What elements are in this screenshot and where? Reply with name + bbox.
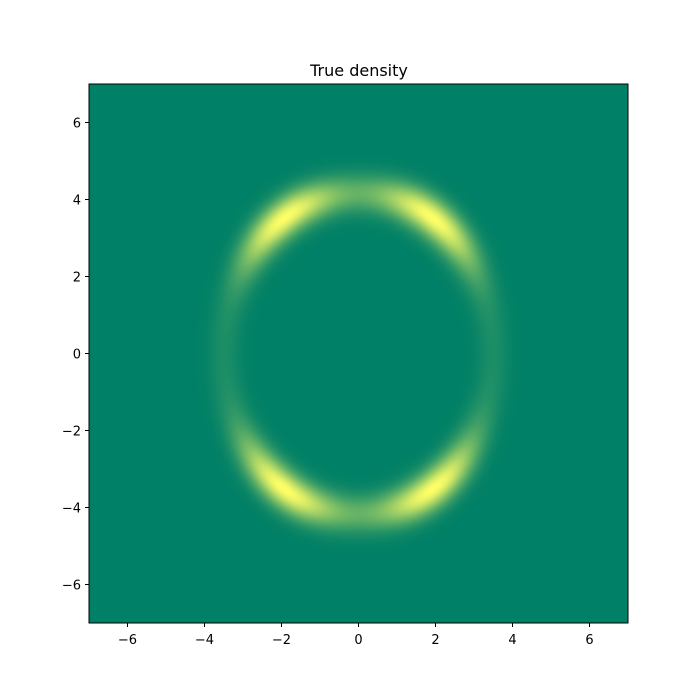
y-tick-label: 0: [73, 348, 81, 363]
x-axis: −6 −4 −2 0 2 4 6: [118, 623, 594, 648]
x-tick-label: −2: [272, 633, 291, 648]
y-tick-label: 6: [73, 117, 81, 132]
y-tick-label: −6: [62, 579, 81, 594]
plot-area: [89, 84, 628, 623]
x-tick-label: 2: [431, 633, 439, 648]
y-tick-label: 2: [73, 271, 81, 286]
x-tick-label: 0: [354, 633, 362, 648]
y-tick-label: 4: [73, 194, 81, 209]
y-axis: −6 −4 −2 0 2 4 6: [62, 117, 89, 594]
x-tick-label: −4: [195, 633, 214, 648]
x-tick-label: 4: [508, 633, 516, 648]
x-tick-label: 6: [585, 633, 593, 648]
density-heatmap: [89, 84, 628, 623]
y-tick-label: −2: [62, 425, 81, 440]
y-tick-label: −4: [62, 502, 81, 517]
chart-title: True density: [309, 61, 408, 80]
x-tick-label: −6: [118, 633, 137, 648]
